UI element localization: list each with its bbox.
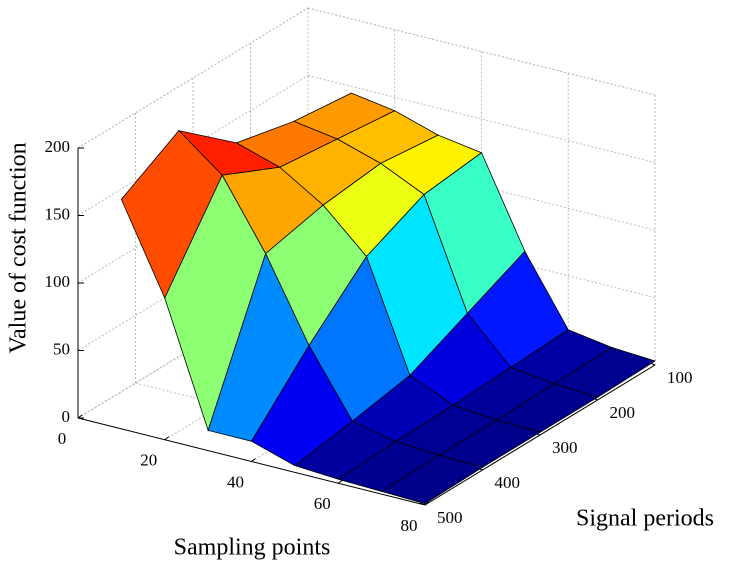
y-tick-label: 500 <box>437 508 463 527</box>
z-tick-label: 50 <box>53 339 70 358</box>
z-tick-label: 150 <box>45 204 71 223</box>
y-axis-label: Signal periods <box>576 506 714 532</box>
y-tick-label: 300 <box>552 438 578 457</box>
z-axis-label: Value of cost function <box>6 142 32 353</box>
x-tick-label: 20 <box>140 451 157 470</box>
tick-mark <box>77 414 83 419</box>
tick-mark <box>337 479 343 484</box>
z-tick-label: 0 <box>62 407 71 426</box>
x-tick-label: 60 <box>314 494 331 513</box>
x-axis-label: Sampling points <box>174 535 331 561</box>
x-tick-label: 40 <box>227 472 244 491</box>
x-tick-label: 0 <box>58 429 67 448</box>
x-tick-label: 80 <box>401 516 418 535</box>
tick-mark <box>164 436 170 441</box>
tick-mark <box>419 502 426 506</box>
tick-mark <box>251 458 256 462</box>
y-tick-label: 200 <box>610 403 636 422</box>
z-tick-label: 200 <box>45 137 71 156</box>
grid-line <box>77 7 309 149</box>
y-tick-label: 400 <box>495 473 521 492</box>
grid-line <box>77 75 309 216</box>
z-tick-label: 100 <box>45 272 71 291</box>
surface-cell <box>380 454 484 505</box>
y-tick-label: 100 <box>667 368 693 387</box>
tick-mark <box>424 501 430 506</box>
